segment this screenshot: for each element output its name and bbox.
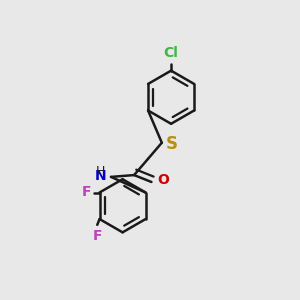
- Text: F: F: [81, 185, 91, 199]
- Text: N: N: [95, 169, 107, 183]
- Text: F: F: [93, 229, 103, 243]
- Text: Cl: Cl: [164, 46, 178, 60]
- Text: O: O: [157, 173, 169, 187]
- Text: S: S: [166, 135, 178, 153]
- Text: H: H: [96, 165, 105, 178]
